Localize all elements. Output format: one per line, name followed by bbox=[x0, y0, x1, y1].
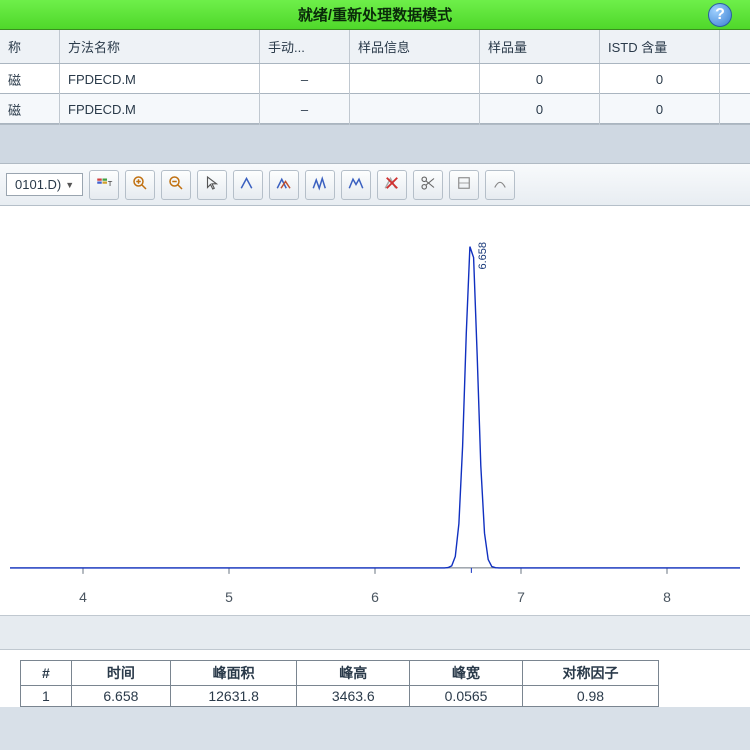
peak-single-button[interactable] bbox=[233, 170, 263, 200]
cell-method: FPDECD.M bbox=[60, 94, 260, 125]
cell-area: 12631.8 bbox=[170, 686, 297, 707]
zoom-in-icon bbox=[131, 174, 149, 195]
datafile-label: 0101.D) bbox=[15, 177, 61, 192]
zoom-out-icon bbox=[167, 174, 185, 195]
tool-a-button[interactable] bbox=[449, 170, 479, 200]
cell-manual: – bbox=[260, 64, 350, 95]
tool-a-icon bbox=[455, 174, 473, 195]
col-area: 峰面积 bbox=[170, 661, 297, 686]
peak-overlay-button[interactable] bbox=[269, 170, 299, 200]
separator-strip-2 bbox=[0, 616, 750, 650]
cell-amount: 0 bbox=[480, 94, 600, 125]
help-icon[interactable]: ? bbox=[708, 3, 732, 27]
cell-method: FPDECD.M bbox=[60, 64, 260, 95]
peak-single-icon bbox=[239, 174, 257, 195]
cut-button[interactable] bbox=[413, 170, 443, 200]
svg-text:T: T bbox=[108, 179, 113, 188]
cell-tag: 磁 bbox=[0, 64, 60, 95]
cell-symmetry: 0.98 bbox=[522, 686, 658, 707]
col-width: 峰宽 bbox=[410, 661, 523, 686]
col-header-0: 称 bbox=[0, 30, 60, 63]
peak-multi-icon bbox=[311, 174, 329, 195]
pointer-button[interactable] bbox=[197, 170, 227, 200]
sample-row[interactable]: 磁 FPDECD.M – 0 0 bbox=[0, 94, 750, 124]
chromatogram-chart[interactable]: 6.658 4 5 6 7 8 bbox=[0, 206, 750, 616]
scissors-icon bbox=[419, 174, 437, 195]
x-tick-label: 8 bbox=[663, 589, 671, 605]
title-bar: 就绪/重新处理数据模式 ? bbox=[0, 0, 750, 30]
title-text: 就绪/重新处理数据模式 bbox=[298, 4, 452, 25]
cell-tag: 磁 bbox=[0, 94, 60, 125]
results-panel: # 时间 峰面积 峰高 峰宽 对称因子 1 6.658 12631.8 3463… bbox=[0, 650, 750, 707]
datafile-dropdown[interactable]: 0101.D) ▼ bbox=[6, 173, 83, 196]
col-height: 峰高 bbox=[297, 661, 410, 686]
results-header-row: # 时间 峰面积 峰高 峰宽 对称因子 bbox=[21, 661, 659, 686]
cell-istd: 0 bbox=[600, 64, 720, 95]
cell-istd: 0 bbox=[600, 94, 720, 125]
cell-width: 0.0565 bbox=[410, 686, 523, 707]
cell-sample bbox=[350, 94, 480, 125]
peak-label: 6.658 bbox=[477, 242, 489, 270]
cell-sample bbox=[350, 64, 480, 95]
col-header-manual[interactable]: 手动... bbox=[260, 30, 350, 63]
cell-manual: – bbox=[260, 94, 350, 125]
tool-b-icon bbox=[491, 174, 509, 195]
cell-num: 1 bbox=[21, 686, 72, 707]
palette-button[interactable]: T bbox=[89, 170, 119, 200]
cell-time: 6.658 bbox=[71, 686, 170, 707]
zoom-in-button[interactable] bbox=[125, 170, 155, 200]
pointer-icon bbox=[203, 174, 221, 195]
sample-grid-header: 称 方法名称 手动... 样品信息 样品量 ISTD 含量 bbox=[0, 30, 750, 64]
chevron-down-icon: ▼ bbox=[65, 180, 74, 190]
x-tick-label: 7 bbox=[517, 589, 525, 605]
palette-icon: T bbox=[95, 174, 113, 195]
zoom-out-button[interactable] bbox=[161, 170, 191, 200]
x-tick-label: 4 bbox=[79, 589, 87, 605]
results-row[interactable]: 1 6.658 12631.8 3463.6 0.0565 0.98 bbox=[21, 686, 659, 707]
tool-b-button[interactable] bbox=[485, 170, 515, 200]
col-header-sample[interactable]: 样品信息 bbox=[350, 30, 480, 63]
cell-height: 3463.6 bbox=[297, 686, 410, 707]
separator-strip bbox=[0, 124, 750, 164]
col-header-method[interactable]: 方法名称 bbox=[60, 30, 260, 63]
col-time: 时间 bbox=[71, 661, 170, 686]
peak-split-icon bbox=[347, 174, 365, 195]
cell-amount: 0 bbox=[480, 64, 600, 95]
delete-peak-button[interactable] bbox=[377, 170, 407, 200]
x-tick-label: 5 bbox=[225, 589, 233, 605]
col-header-amount[interactable]: 样品量 bbox=[480, 30, 600, 63]
chart-svg bbox=[0, 206, 750, 615]
peak-overlay-icon bbox=[275, 174, 293, 195]
delete-peak-icon bbox=[383, 174, 401, 195]
chart-toolbar: 0101.D) ▼ T bbox=[0, 164, 750, 206]
col-header-istd[interactable]: ISTD 含量 bbox=[600, 30, 720, 63]
sample-row[interactable]: 磁 FPDECD.M – 0 0 bbox=[0, 64, 750, 94]
results-table: # 时间 峰面积 峰高 峰宽 对称因子 1 6.658 12631.8 3463… bbox=[20, 660, 659, 707]
col-symmetry: 对称因子 bbox=[522, 661, 658, 686]
x-axis-ticks: 4 5 6 7 8 bbox=[0, 589, 750, 609]
x-tick-label: 6 bbox=[371, 589, 379, 605]
peak-split-button[interactable] bbox=[341, 170, 371, 200]
peak-multi-button[interactable] bbox=[305, 170, 335, 200]
col-num: # bbox=[21, 661, 72, 686]
